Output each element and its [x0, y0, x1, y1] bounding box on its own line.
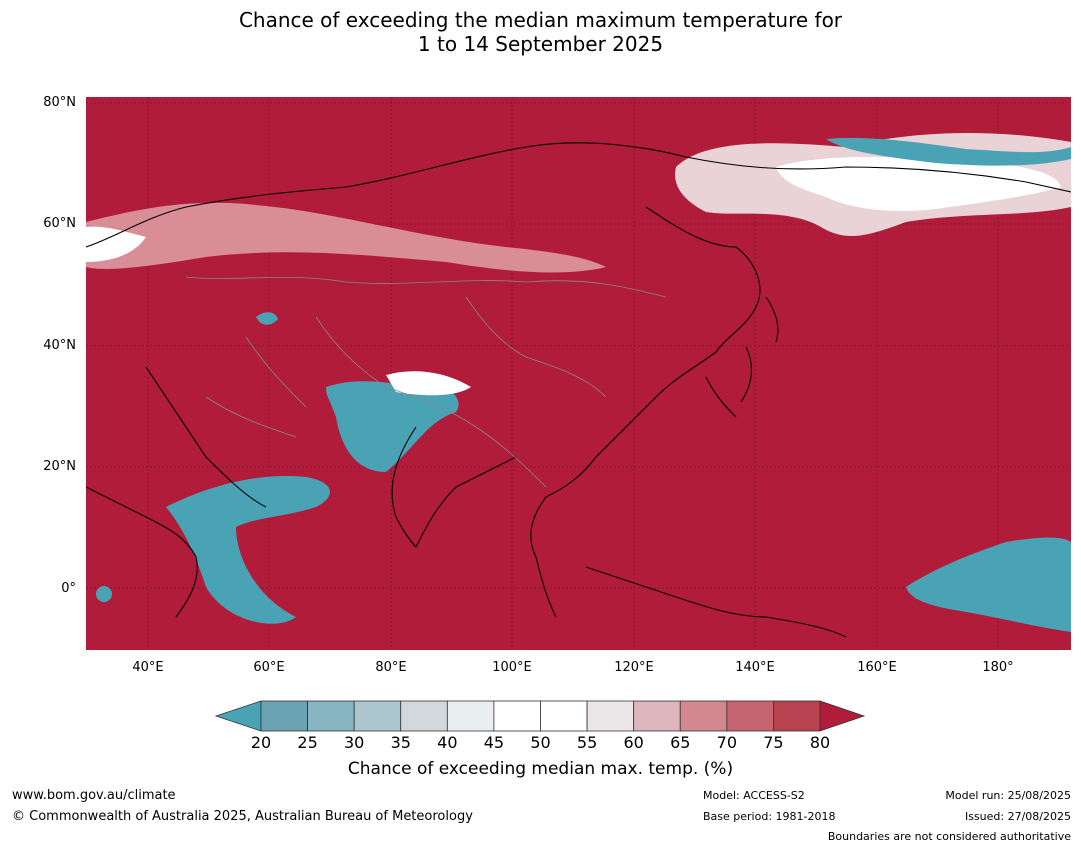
- colorbar-tick-label: 80: [809, 733, 831, 752]
- lake-blue: [256, 312, 278, 325]
- lat-label: 20°N: [43, 459, 76, 474]
- lon-label: 80°E: [375, 660, 407, 675]
- colorbar-tick-label: 40: [437, 733, 458, 752]
- footer-copyright: © Commonwealth of Australia 2025, Austra…: [12, 809, 473, 824]
- title-line-1: Chance of exceeding the median maximum t…: [238, 8, 843, 32]
- east-africa-blue: [96, 586, 112, 602]
- footer-issued: Issued: 27/08/2025: [964, 810, 1071, 823]
- colorbar-tick-label: 55: [576, 733, 598, 752]
- footer-base-period: Base period: 1981-2018: [703, 810, 836, 823]
- title-line-2: 1 to 14 September 2025: [417, 32, 664, 56]
- lon-label: 40°E: [132, 660, 164, 675]
- lon-label: 180°: [982, 660, 1014, 675]
- colorbar-tick-label: 50: [530, 733, 551, 752]
- colorbar-tick-label: 30: [343, 733, 365, 752]
- probability-map: [86, 97, 1071, 650]
- russia-white: [86, 226, 146, 262]
- lon-label: 60°E: [253, 660, 285, 675]
- colorbar-segment: [493, 700, 541, 732]
- colorbar-tick-label: 25: [297, 733, 318, 752]
- arabian-sea-blue: [166, 476, 330, 624]
- colorbar-segment: [540, 700, 588, 732]
- lon-label: 120°E: [614, 660, 654, 675]
- colorbar-tick-label: 35: [390, 733, 411, 752]
- colorbar: [214, 700, 866, 732]
- coastlines: [86, 142, 1071, 638]
- low-probability-regions: [86, 132, 1071, 632]
- lat-label: 60°N: [43, 216, 76, 231]
- colorbar-tick-label: 60: [623, 733, 644, 752]
- colorbar-tick-label: 20: [250, 733, 272, 752]
- colorbar-segment: [307, 700, 355, 732]
- siberia-blue: [826, 137, 1071, 166]
- colorbar-tick-label: 75: [763, 733, 784, 752]
- tibet-white: [386, 371, 471, 396]
- colorbar-tick-label: 45: [483, 733, 505, 752]
- colorbar-over-arrow: [819, 700, 866, 732]
- colorbar-segment: [679, 700, 728, 732]
- lat-label: 0°: [61, 581, 76, 596]
- colorbar-tick-label: 70: [716, 733, 737, 752]
- colorbar-segment: [400, 700, 448, 732]
- footer-model: Model: ACCESS-S2: [703, 789, 805, 802]
- footer-disclaimer: Boundaries are not considered authoritat…: [827, 830, 1071, 843]
- pacific-blue: [906, 537, 1071, 632]
- colorbar-tick-label: 65: [670, 733, 691, 752]
- siberia-white: [776, 157, 1061, 212]
- colorbar-label: Chance of exceeding median max. temp. (%…: [347, 759, 734, 779]
- tibet-blue: [326, 381, 459, 472]
- russia-band: [86, 202, 606, 273]
- country-borders: [185, 276, 667, 488]
- colorbar-under-arrow: [214, 700, 262, 732]
- map-title: Chance of exceeding the median maximum t…: [0, 8, 1081, 56]
- lon-label: 160°E: [857, 660, 897, 675]
- colorbar-segment: [446, 700, 495, 732]
- lon-label: 100°E: [492, 660, 532, 675]
- colorbar-segment: [586, 700, 635, 732]
- colorbar-segment: [633, 700, 681, 732]
- lat-label: 40°N: [43, 338, 76, 353]
- colorbar-segment: [260, 700, 308, 732]
- footer-url: www.bom.gov.au/climate: [12, 788, 176, 803]
- lat-label: 80°N: [43, 95, 76, 110]
- colorbar-segment: [726, 700, 774, 732]
- footer-model-run: Model run: 25/08/2025: [945, 789, 1071, 802]
- lon-label: 140°E: [735, 660, 775, 675]
- colorbar-segment: [773, 700, 821, 732]
- colorbar-segment: [353, 700, 402, 732]
